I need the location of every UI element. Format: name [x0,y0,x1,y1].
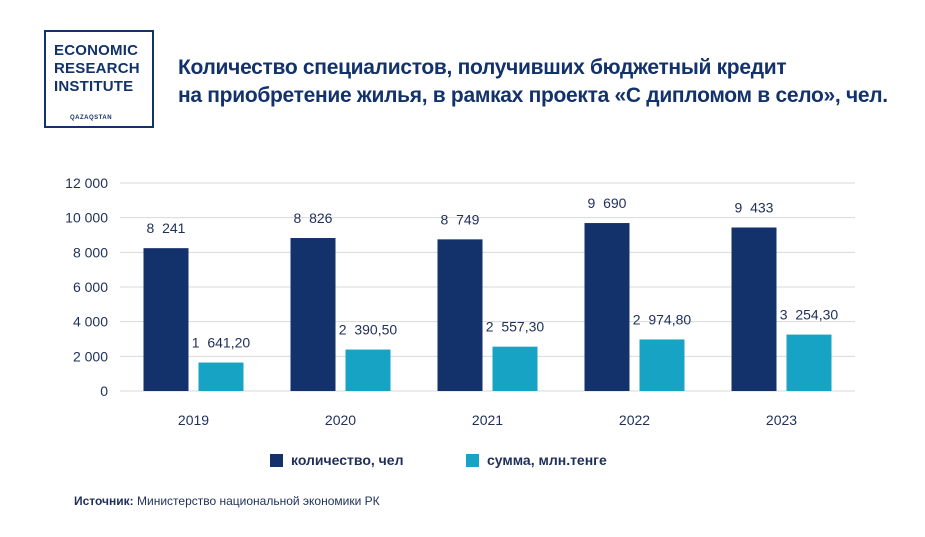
bar-series-1 [731,227,777,391]
y-tick-label: 12 000 [65,175,108,191]
legend-label-series-1: количество, чел [291,452,404,468]
data-label-series-2: 2 390,50 [339,322,398,338]
legend-item-series-1: количество, чел [270,452,403,468]
data-label-series-2: 3 254,30 [780,307,839,323]
bar-series-1 [584,223,630,391]
data-label-series-2: 2 557,30 [486,319,545,335]
x-tick-label: 2020 [325,412,356,428]
data-label-series-1: 8 826 [294,210,333,226]
legend: количество, чел сумма, млн.тенге [0,452,925,472]
x-tick-label: 2021 [472,412,503,428]
bar-series-2 [492,346,538,391]
data-label-series-2: 2 974,80 [633,311,692,327]
legend-swatch-series-1 [270,453,283,467]
y-tick-label: 4 000 [73,314,108,330]
logo-line-1: ECONOMIC [54,42,139,59]
chart-title: Количество специалистов, получивших бюдж… [178,54,898,110]
logo-line-3: INSTITUTE [54,78,134,95]
bar-series-2 [345,349,391,391]
chart-title-line-2: на приобретение жилья, в рамках проекта … [178,84,888,107]
y-tick-label: 10 000 [65,210,108,226]
logo-line-2: RESEARCH [54,60,140,77]
source-label: Источник: [74,494,134,508]
legend-label-series-2: сумма, млн.тенге [487,452,607,468]
data-label-series-1: 8 749 [441,211,480,227]
bar-series-1 [437,239,483,391]
data-label-series-1: 9 690 [588,195,627,211]
bar-series-2 [786,334,832,391]
data-label-series-2: 1 641,20 [192,335,251,351]
y-tick-label: 8 000 [73,244,108,260]
source-note: Источник: Министерство национальной экон… [74,494,380,508]
legend-swatch-series-2 [466,453,479,467]
data-label-series-1: 8 241 [147,220,186,236]
data-label-series-1: 9 433 [735,199,774,215]
bar-series-2 [198,362,244,391]
logo: ECONOMIC RESEARCH INSTITUTE QAZAQSTAN [44,30,154,128]
logo-text: ECONOMIC RESEARCH INSTITUTE [54,42,140,96]
y-tick-label: 6 000 [73,279,108,295]
logo-subtitle: QAZAQSTAN [70,115,113,121]
x-tick-label: 2019 [178,412,209,428]
y-tick-label: 2 000 [73,348,108,364]
source-text: Министерство национальной экономики РК [137,494,380,508]
legend-item-series-2: сумма, млн.тенге [466,452,607,468]
x-tick-label: 2022 [619,412,650,428]
bar-series-1 [290,238,336,391]
chart-title-line-1: Количество специалистов, получивших бюдж… [178,56,787,79]
bar-series-1 [143,248,189,391]
bar-series-2 [639,339,685,391]
x-tick-label: 2023 [766,412,797,428]
y-tick-label: 0 [100,383,108,399]
